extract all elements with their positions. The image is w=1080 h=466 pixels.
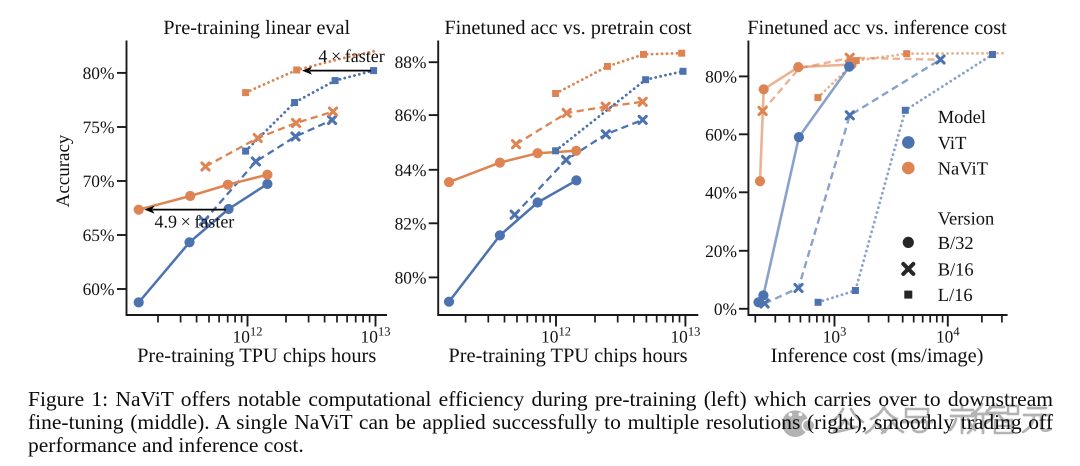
svg-text:82%: 82% — [395, 213, 427, 233]
svg-text:Pre-training linear eval: Pre-training linear eval — [163, 17, 350, 39]
svg-text:80%: 80% — [395, 267, 427, 287]
svg-text:20%: 20% — [705, 241, 737, 261]
svg-text:Finetuned acc vs. inference co: Finetuned acc vs. inference cost — [747, 17, 1007, 39]
svg-text:Accuracy: Accuracy — [53, 134, 74, 207]
svg-text:0%: 0% — [714, 299, 737, 319]
svg-text:80%: 80% — [83, 63, 115, 83]
svg-text:40%: 40% — [705, 182, 737, 202]
svg-text:4.9 × faster: 4.9 × faster — [154, 212, 234, 232]
svg-text:Pre-training TPU chips hours: Pre-training TPU chips hours — [448, 345, 687, 367]
svg-text:84%: 84% — [395, 160, 427, 180]
svg-text:88%: 88% — [395, 52, 427, 72]
svg-text:L/16: L/16 — [938, 286, 973, 306]
svg-text:NaViT: NaViT — [938, 160, 988, 180]
svg-text:80%: 80% — [705, 66, 737, 86]
svg-text:B/32: B/32 — [938, 234, 974, 254]
svg-text:B/16: B/16 — [938, 260, 974, 280]
svg-text:Version: Version — [938, 209, 995, 229]
svg-text:Inference cost (ms/image): Inference cost (ms/image) — [771, 345, 984, 367]
svg-text:ViT: ViT — [938, 134, 967, 154]
svg-text:86%: 86% — [395, 105, 427, 125]
svg-text:75%: 75% — [83, 117, 115, 137]
svg-text:60%: 60% — [83, 279, 115, 299]
svg-text:Pre-training TPU chips hours: Pre-training TPU chips hours — [137, 345, 376, 367]
svg-text:Finetuned acc vs. pretrain cos: Finetuned acc vs. pretrain cost — [444, 17, 692, 39]
svg-text:70%: 70% — [83, 171, 115, 191]
svg-text:Model: Model — [938, 108, 986, 128]
svg-text:60%: 60% — [705, 124, 737, 144]
svg-text:4 × faster: 4 × faster — [318, 46, 384, 66]
svg-text:65%: 65% — [83, 225, 115, 245]
